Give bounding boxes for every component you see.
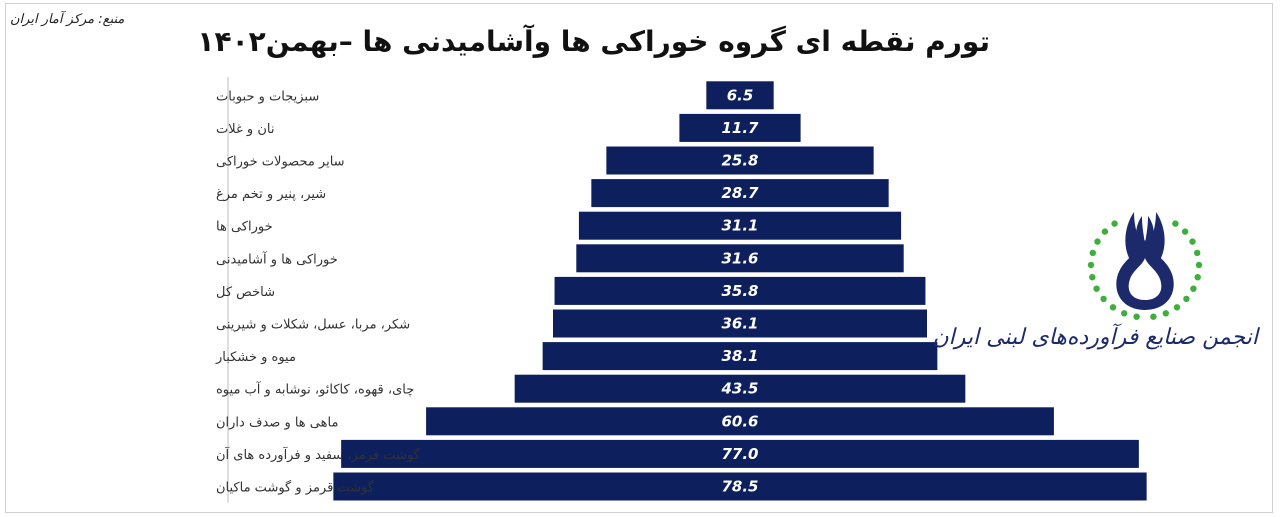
value-label-0: 6.5 bbox=[727, 86, 754, 104]
category-label-12: گوشت قرمز و گوشت ماکیان bbox=[216, 480, 375, 496]
value-label-9: 43.5 bbox=[720, 380, 758, 398]
bar-7 bbox=[553, 309, 927, 338]
bar-8 bbox=[542, 342, 938, 371]
source-note: منبع: مرکز آمار ایران bbox=[10, 12, 125, 27]
bar-9 bbox=[514, 374, 966, 403]
association-logo: انجمن صنایع فرآورده‌های لبنی ایران bbox=[932, 200, 1260, 410]
value-label-3: 28.7 bbox=[721, 184, 759, 202]
category-label-0: سبزیجات و حبوبات bbox=[216, 89, 319, 104]
logo-text: انجمن صنایع فرآورده‌های لبنی ایران bbox=[932, 325, 1258, 350]
category-label-8: میوه و خشکبار bbox=[215, 350, 296, 365]
bar-5 bbox=[576, 244, 904, 273]
value-label-2: 25.8 bbox=[721, 152, 758, 170]
bar-0 bbox=[706, 81, 774, 110]
value-label-8: 38.1 bbox=[721, 347, 758, 365]
bar-4 bbox=[578, 211, 902, 240]
category-label-1: نان و غلات bbox=[216, 122, 274, 137]
value-label-11: 77.0 bbox=[721, 445, 758, 463]
value-label-1: 11.7 bbox=[721, 119, 759, 137]
bar-12 bbox=[333, 472, 1147, 501]
category-label-6: شاخص کل bbox=[216, 285, 275, 300]
bar-10 bbox=[426, 407, 1054, 436]
category-label-5: خوراکی ها و آشامیدنی bbox=[216, 250, 338, 267]
category-label-7: شکر، مربا، عسل، شکلات و شیرینی bbox=[216, 318, 410, 333]
bar-2 bbox=[606, 146, 874, 175]
value-label-5: 31.6 bbox=[721, 249, 758, 267]
logo-emblem-icon bbox=[1087, 212, 1203, 320]
chart-title: تورم نقطه ای گروه خوراکی ها وآشامیدنی ها… bbox=[197, 25, 990, 58]
category-label-4: خوراکی ها bbox=[216, 220, 273, 235]
category-label-2: سایر محصولات خوراکی bbox=[216, 155, 345, 170]
category-label-9: چای، قهوه، کاکائو، نوشابه و آب میوه bbox=[216, 381, 414, 398]
category-label-10: ماهی ها و صدف داران bbox=[216, 415, 338, 430]
bar-3 bbox=[591, 179, 889, 208]
bar-11 bbox=[341, 439, 1139, 468]
value-label-7: 36.1 bbox=[721, 315, 758, 333]
value-label-12: 78.5 bbox=[721, 478, 758, 496]
value-label-4: 31.1 bbox=[721, 217, 758, 235]
value-label-6: 35.8 bbox=[721, 282, 758, 300]
category-label-11: گوشت قرمز، سفید و فرآورده های آن bbox=[216, 446, 421, 463]
category-label-3: شیر، پنیر و تخم مرغ bbox=[216, 187, 326, 202]
bar-6 bbox=[554, 276, 926, 305]
value-label-10: 60.6 bbox=[721, 412, 758, 430]
bar-1 bbox=[679, 113, 801, 142]
